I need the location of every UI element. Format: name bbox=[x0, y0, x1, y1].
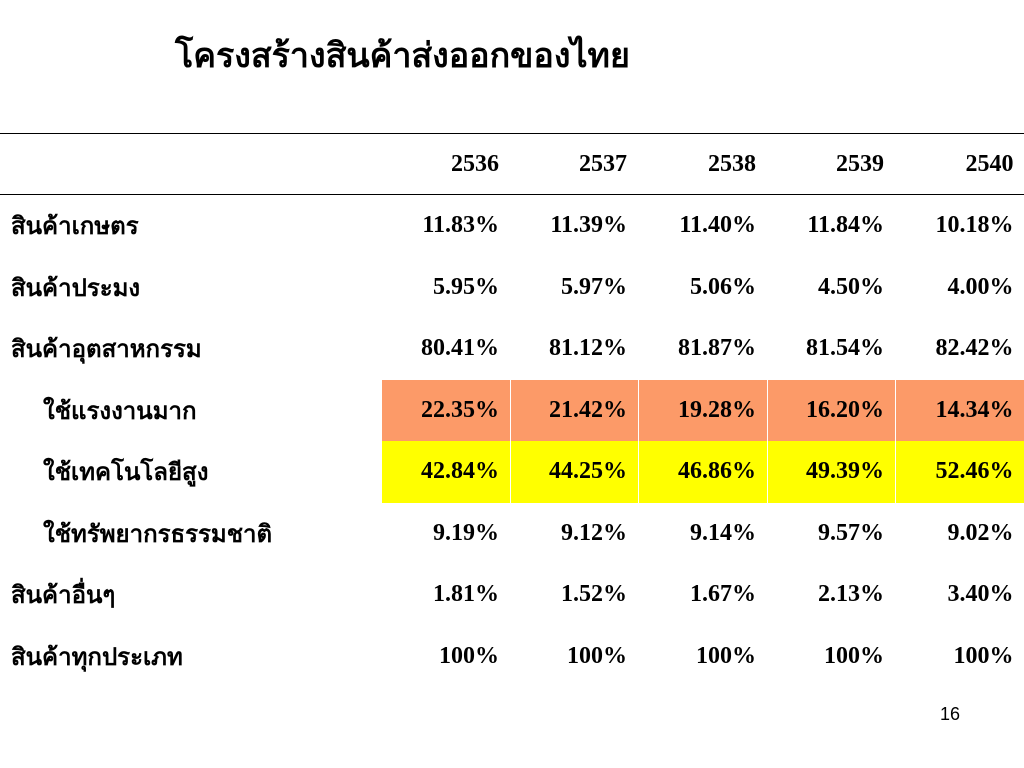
header-cell: 2537 bbox=[510, 133, 639, 195]
value-cell: 100% bbox=[696, 642, 756, 669]
header-cell: 2540 bbox=[895, 133, 1024, 195]
value-cell: 10.18% bbox=[935, 212, 1014, 239]
value-cell: 14.34% bbox=[895, 379, 1024, 441]
value-cell: 49.39% bbox=[767, 441, 896, 503]
table-row: สินค้าอื่นๆ 1.81% 1.52% 1.67% 2.13% 3.40% bbox=[1, 564, 1024, 626]
value-cell: 2.13% bbox=[818, 581, 884, 608]
value-cell: 5.95% bbox=[433, 273, 499, 300]
value-cell: 11.84% bbox=[807, 212, 884, 239]
row-label: ใช้ทรัพยากรธรรมชาติ bbox=[43, 521, 273, 548]
row-label: สินค้าประมง bbox=[11, 275, 141, 302]
header-cell bbox=[0, 133, 382, 195]
row-label: ใช้แรงงานมาก bbox=[43, 398, 197, 425]
header-row: 2536 2537 2538 2539 2540 bbox=[0, 133, 1024, 195]
value-cell: 81.87% bbox=[678, 335, 756, 362]
value-cell: 3.40% bbox=[947, 581, 1014, 608]
table-row: ใช้ทรัพยากรธรรมชาติ 9.19% 9.12% 9.14% 9.57% 9… bbox=[1, 503, 1024, 565]
value-cell: 9.02% bbox=[947, 519, 1014, 546]
header-cell: 2536 bbox=[381, 133, 511, 195]
value-cell: 21.42% bbox=[510, 379, 639, 441]
value-cell: 22.35% bbox=[381, 379, 511, 441]
page-number: 16 bbox=[940, 704, 961, 724]
table-row: สินค้าประมง 5.95% 5.97% 5.06% 4.50% 4.00% bbox=[1, 257, 1024, 319]
value-cell: 11.40% bbox=[679, 212, 756, 239]
value-cell: 9.12% bbox=[561, 519, 627, 546]
value-cell: 42.84% bbox=[381, 441, 511, 503]
value-cell: 80.41% bbox=[421, 335, 499, 362]
value-cell: 46.86% bbox=[638, 441, 768, 503]
table-row: สินค้าทุกประเภท 100% 100% 100% 100% 100% bbox=[1, 626, 1024, 688]
value-cell: 5.06% bbox=[690, 273, 756, 300]
table-row: สินค้าอุตสาหกรรม 80.41% 81.12% 81.87% 81.54%… bbox=[1, 318, 1024, 380]
value-cell: 81.12% bbox=[549, 335, 627, 362]
value-cell: 4.50% bbox=[818, 273, 884, 300]
value-cell: 100% bbox=[567, 642, 627, 669]
value-cell: 1.67% bbox=[690, 581, 756, 608]
value-cell: 100% bbox=[439, 642, 499, 669]
value-cell: 100% bbox=[953, 642, 1014, 669]
table-row: ใช้เทคโนโลยีสูง 42.84% 44.25% 46.86% 49.39% 5… bbox=[1, 441, 1024, 503]
value-cell: 9.19% bbox=[433, 519, 499, 546]
value-cell: 82.42% bbox=[935, 335, 1014, 362]
value-cell: 1.52% bbox=[561, 581, 627, 608]
value-cell: 81.54% bbox=[806, 335, 884, 362]
row-label: สินค้าทุกประเภท bbox=[11, 644, 183, 671]
row-label: สินค้าอุตสาหกรรม bbox=[11, 337, 202, 364]
value-cell: 11.83% bbox=[422, 212, 499, 239]
header-cell: 2539 bbox=[767, 133, 896, 195]
value-cell: 19.28% bbox=[638, 379, 768, 441]
value-cell: 16.20% bbox=[767, 379, 896, 441]
table-row: สินค้าเกษตร 11.83% 11.39% 11.40% 11.84% 10.18… bbox=[1, 195, 1024, 257]
title: โครงสร้างสินค้าส่งออกของไทย bbox=[175, 38, 630, 75]
value-cell: 44.25% bbox=[510, 441, 639, 503]
row-label: สินค้าเกษตร bbox=[11, 214, 139, 241]
value-cell: 100% bbox=[824, 642, 884, 669]
value-cell: 5.97% bbox=[561, 273, 627, 300]
value-cell: 4.00% bbox=[947, 273, 1014, 300]
value-cell: 11.39% bbox=[550, 212, 627, 239]
value-cell: 9.57% bbox=[818, 519, 884, 546]
value-cell: 52.46% bbox=[895, 441, 1024, 503]
value-cell: 1.81% bbox=[433, 581, 499, 608]
row-label: ใช้เทคโนโลยีสูง bbox=[43, 460, 209, 487]
value-cell: 9.14% bbox=[690, 519, 756, 546]
row-label: สินค้าอื่นๆ bbox=[11, 583, 116, 610]
table: 2536 2537 2538 2539 2540 สินค้าเกษตร 11.83% 11.… bbox=[0, 133, 1024, 687]
header-cell: 2538 bbox=[638, 133, 768, 195]
table-row: ใช้แรงงานมาก 22.35% 21.42% 19.28% 16.20% 14.3… bbox=[1, 379, 1024, 441]
